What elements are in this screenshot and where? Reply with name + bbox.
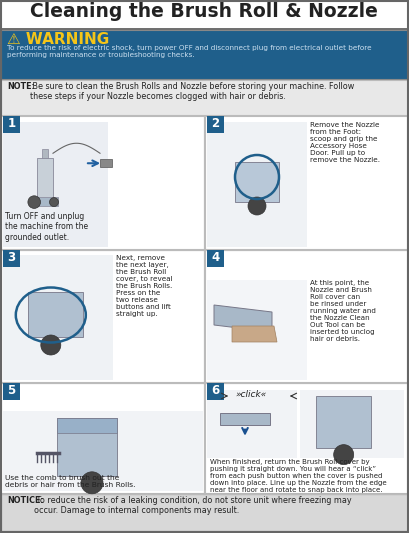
Bar — [207, 390, 297, 458]
Bar — [207, 280, 307, 380]
Bar — [3, 122, 108, 247]
Bar — [1, 116, 204, 249]
Bar — [207, 250, 224, 267]
Bar — [3, 411, 203, 491]
Bar — [205, 116, 407, 249]
Text: When finished, return the Brush Roll cover by
pushing it straight down. You will: When finished, return the Brush Roll cov… — [210, 459, 387, 493]
Bar — [1, 80, 408, 115]
Text: »click«: »click« — [235, 390, 266, 399]
Text: 6: 6 — [211, 384, 220, 397]
Bar — [1, 494, 408, 531]
Bar — [32, 197, 58, 206]
Bar — [235, 162, 279, 202]
Circle shape — [81, 472, 103, 494]
Text: Next, remove
the next layer,
the Brush Roll
cover, to reveal
the Brush Rolls.
Pr: Next, remove the next layer, the Brush R… — [116, 255, 173, 317]
Text: 2: 2 — [211, 117, 220, 130]
Circle shape — [248, 197, 266, 215]
Circle shape — [41, 335, 61, 355]
Bar — [1, 250, 204, 382]
Text: Use the comb to brush out the
debris or hair from the Brush Rolls.: Use the comb to brush out the debris or … — [5, 475, 135, 488]
Bar — [207, 116, 224, 133]
Bar — [3, 116, 20, 133]
Bar — [100, 159, 112, 167]
Bar — [205, 250, 407, 382]
Bar — [316, 395, 371, 448]
Bar — [28, 292, 83, 337]
Text: Turn OFF and unplug
the machine from the
grounded outlet.: Turn OFF and unplug the machine from the… — [5, 212, 88, 242]
Bar — [207, 122, 307, 247]
Bar — [1, 383, 204, 493]
Text: NOTICE:: NOTICE: — [7, 496, 44, 505]
Bar — [1, 30, 408, 79]
Bar — [3, 255, 113, 380]
Polygon shape — [232, 326, 277, 342]
Bar — [1, 1, 408, 29]
Text: 5: 5 — [7, 384, 16, 397]
Text: Cleaning the Brush Roll & Nozzle: Cleaning the Brush Roll & Nozzle — [30, 2, 378, 21]
Bar — [57, 418, 117, 476]
Text: Be sure to clean the Brush Rolls and Nozzle before storing your machine. Follow
: Be sure to clean the Brush Rolls and Noz… — [30, 82, 354, 101]
Text: Remove the Nozzle
from the Foot:
scoop and grip the
Accessory Hose
Door. Pull up: Remove the Nozzle from the Foot: scoop a… — [310, 122, 380, 163]
Bar — [3, 383, 20, 400]
Circle shape — [49, 198, 58, 207]
Text: NOTE:: NOTE: — [7, 82, 35, 91]
Bar — [3, 250, 20, 267]
Bar — [37, 158, 53, 198]
Bar — [57, 418, 117, 433]
Bar — [207, 383, 224, 400]
Text: ⚠ WARNING: ⚠ WARNING — [7, 32, 109, 47]
Text: To reduce the risk of a leaking condition, do not store unit where freezing may
: To reduce the risk of a leaking conditio… — [34, 496, 352, 515]
Bar — [205, 383, 407, 493]
Polygon shape — [214, 305, 272, 332]
Text: 4: 4 — [211, 251, 220, 264]
Text: At this point, the
Nozzle and Brush
Roll cover can
be rinsed under
running water: At this point, the Nozzle and Brush Roll… — [310, 280, 376, 342]
Text: To reduce the risk of electric shock, turn power OFF and disconnect plug from el: To reduce the risk of electric shock, tu… — [7, 45, 372, 58]
Bar — [42, 149, 48, 158]
Polygon shape — [220, 413, 270, 425]
Text: 3: 3 — [7, 251, 16, 264]
Circle shape — [28, 196, 40, 208]
Text: 1: 1 — [7, 117, 16, 130]
Circle shape — [334, 445, 354, 465]
Bar — [300, 390, 404, 458]
